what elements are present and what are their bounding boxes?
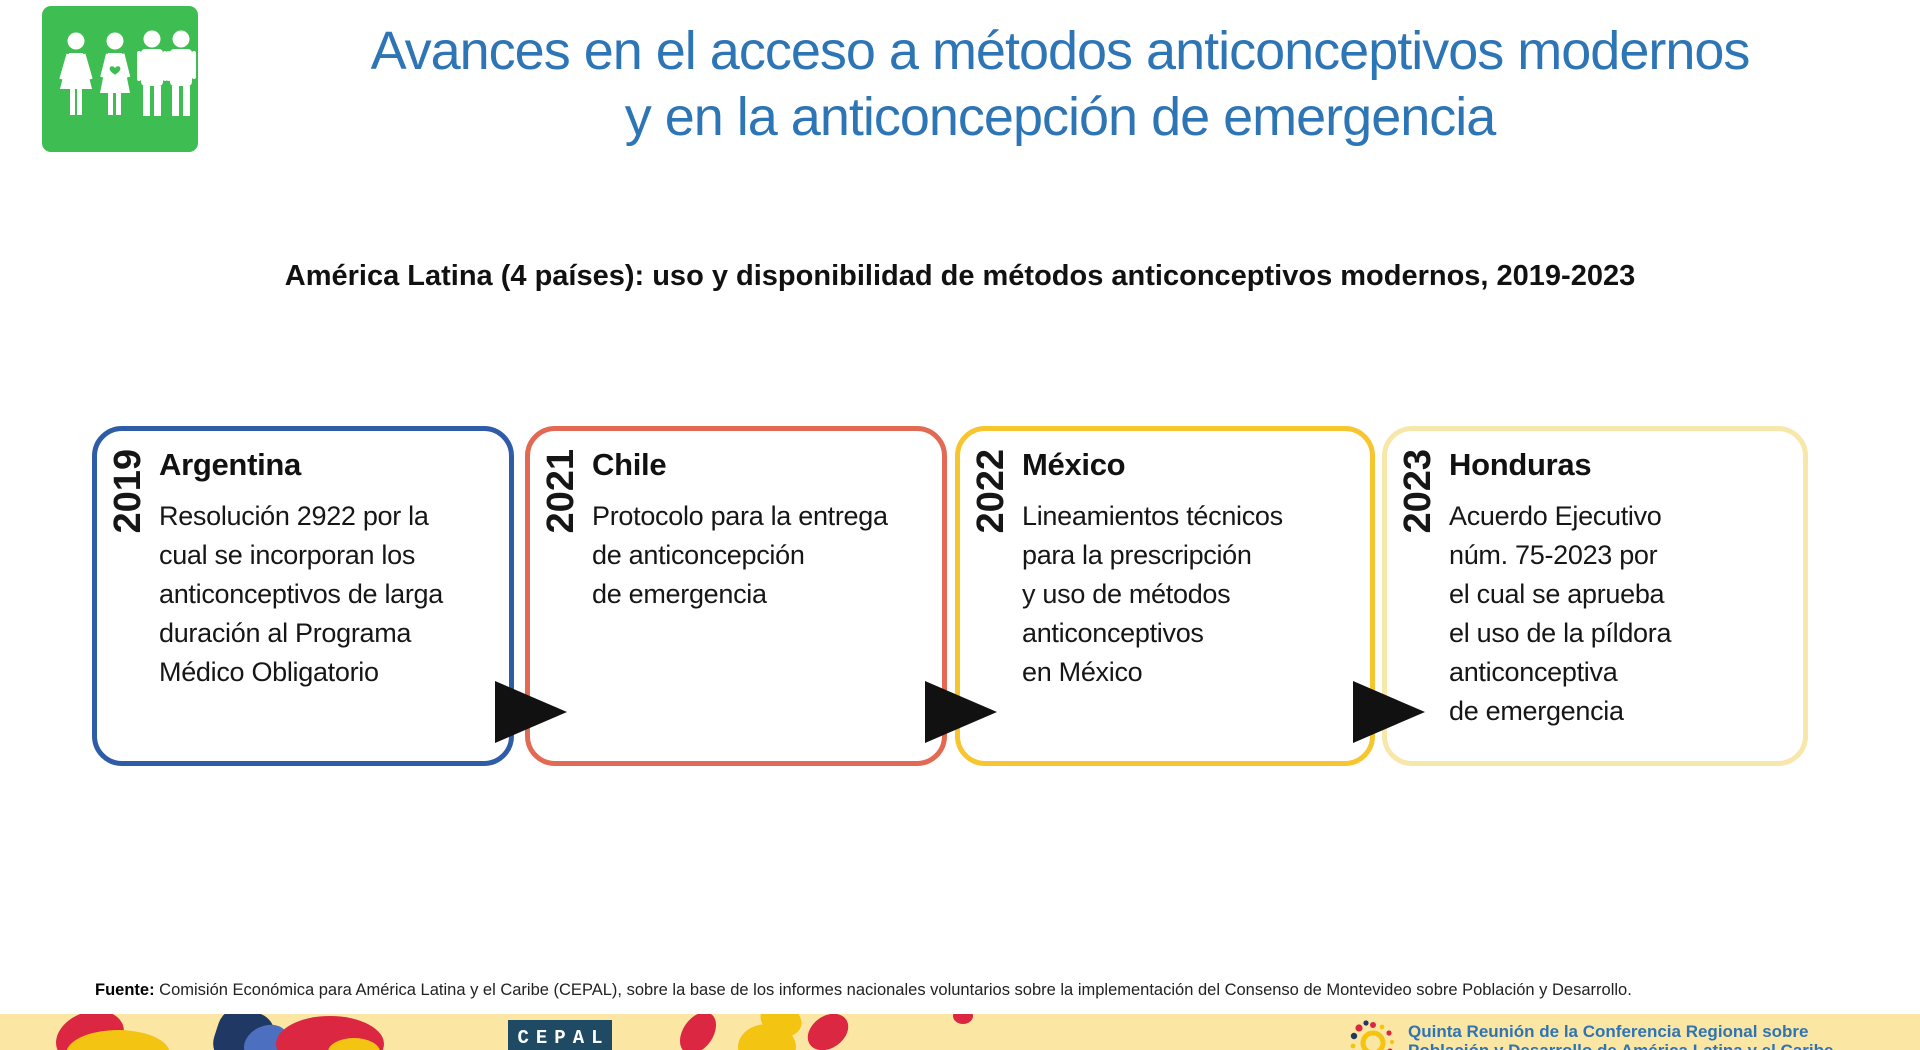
timeline-country: Chile xyxy=(592,447,667,482)
timeline-country: Argentina xyxy=(159,447,301,482)
cepal-logo-text: CEPAL xyxy=(517,1027,610,1049)
timeline-box-chile: 2021 Chile Protocolo para la entrega de … xyxy=(525,426,947,766)
slide-title: Avances en el acceso a métodos anticonce… xyxy=(210,18,1910,150)
arrow-right-icon xyxy=(495,681,567,743)
timeline-description: Resolución 2922 por la cual se incorpora… xyxy=(159,501,443,687)
timeline-box-mexico: 2022 México Lineamientos técnicos para l… xyxy=(955,426,1375,766)
decorative-blob xyxy=(800,1014,856,1050)
timeline-year: 2021 xyxy=(540,449,582,534)
decorative-blob xyxy=(953,1014,973,1024)
arrow-right-icon xyxy=(1353,681,1425,743)
slide-title-line1: Avances en el acceso a métodos anticonce… xyxy=(370,21,1751,81)
decorative-blob xyxy=(328,1038,380,1050)
conference-title-line1: Quinta Reunión de la Conferencia Regiona… xyxy=(1408,1022,1809,1041)
conference-logo xyxy=(1350,1020,1395,1050)
chart-subtitle: América Latina (4 países): uso y disponi… xyxy=(284,260,1636,292)
timeline-year: 2023 xyxy=(1397,449,1439,534)
slide-title-line2: y en la anticoncepción de emergencia xyxy=(624,87,1497,147)
source-note: Fuente: Comisión Económica para América … xyxy=(95,981,1875,1000)
conference-title-line2: Población y Desarrollo de América Latina… xyxy=(1408,1041,1888,1050)
source-text: Comisión Económica para América Latina y… xyxy=(154,981,1632,999)
decorative-blob xyxy=(672,1014,724,1050)
timeline-description: Protocolo para la entrega de anticoncepc… xyxy=(592,501,888,609)
timeline-description: Acuerdo Ejecutivo núm. 75-2023 por el cu… xyxy=(1449,501,1672,726)
footer-banner: CEPAL Quinta Reunión de la Conferencia R… xyxy=(0,1014,1920,1050)
timeline-box-argentina: 2019 Argentina Resolución 2922 por la cu… xyxy=(92,426,514,766)
timeline-country: Honduras xyxy=(1449,447,1592,482)
conference-title: Quinta Reunión de la Conferencia Regiona… xyxy=(1408,1022,1888,1050)
family-planning-icon xyxy=(42,6,198,152)
timeline-country: México xyxy=(1022,447,1126,482)
timeline-year: 2019 xyxy=(107,449,149,534)
timeline-box-honduras: 2023 Honduras Acuerdo Ejecutivo núm. 75-… xyxy=(1382,426,1808,766)
arrow-right-icon xyxy=(925,681,997,743)
timeline-description: Lineamientos técnicos para la prescripci… xyxy=(1022,501,1283,687)
source-label: Fuente: xyxy=(95,981,155,999)
timeline-year: 2022 xyxy=(970,449,1012,534)
cepal-logo: CEPAL xyxy=(508,1020,612,1050)
decorative-blob xyxy=(66,1030,170,1050)
